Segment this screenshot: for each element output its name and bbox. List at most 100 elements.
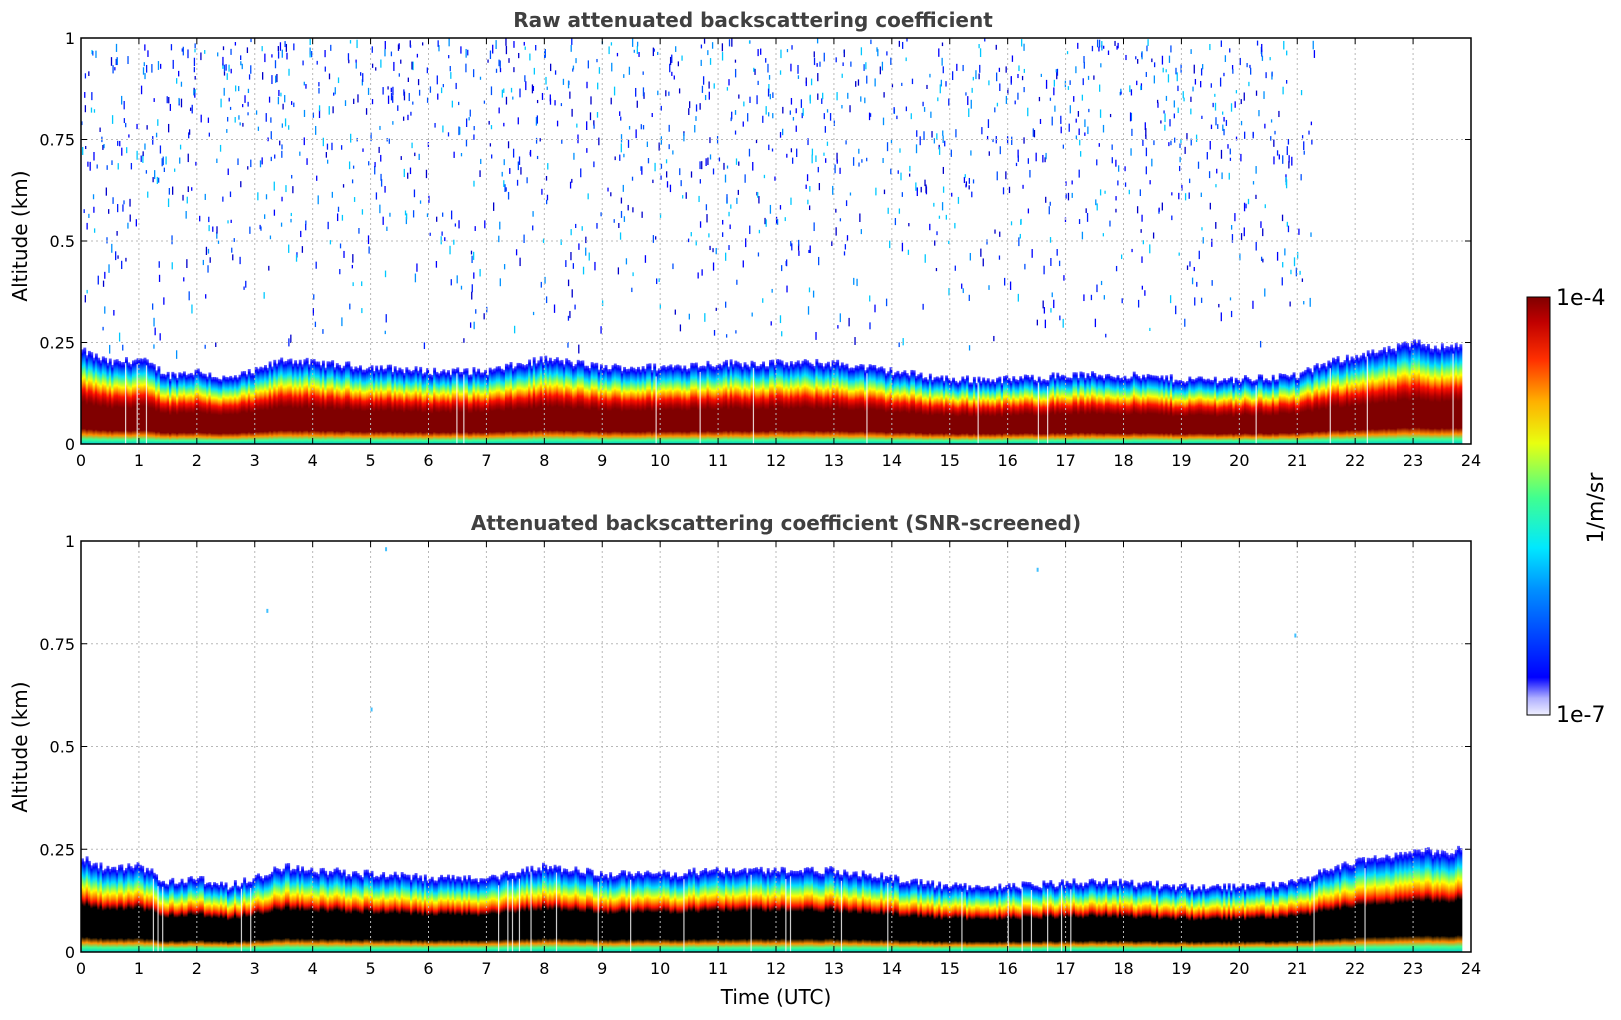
- x-tick-label: 23: [1403, 959, 1423, 978]
- noise-speckle: [866, 157, 868, 162]
- noise-speckle: [655, 236, 657, 240]
- colorbar-unit-label: 1/m/sr: [1584, 472, 1609, 544]
- noise-speckle: [1234, 101, 1236, 108]
- layer-column: [113, 866, 117, 952]
- noise-speckle: [816, 63, 818, 67]
- noise-speckle: [507, 191, 510, 200]
- layer-column: [1030, 374, 1034, 444]
- noise-speckle: [108, 209, 110, 214]
- noise-speckle: [281, 49, 283, 58]
- noise-speckle: [596, 223, 598, 229]
- layer-column: [919, 879, 923, 952]
- noise-speckle: [545, 175, 548, 181]
- y-tick-label: 0.75: [39, 635, 75, 654]
- noise-speckle: [416, 53, 419, 58]
- layer-column: [240, 882, 244, 952]
- x-tick-label: 9: [597, 451, 607, 470]
- layer-column: [138, 358, 142, 444]
- noise-speckle: [208, 132, 210, 137]
- noise-speckle: [795, 125, 797, 132]
- noise-speckle: [1223, 72, 1225, 77]
- noise-speckle: [968, 177, 971, 184]
- noise-speckle: [437, 40, 439, 47]
- noise-speckle: [821, 98, 823, 104]
- noise-speckle: [879, 66, 881, 75]
- noise-speckle: [1312, 40, 1314, 50]
- y-tick-label: 0: [65, 943, 75, 962]
- layer-column: [838, 874, 842, 952]
- layer-column: [194, 369, 198, 444]
- noise-speckle: [807, 138, 809, 146]
- noise-speckle: [172, 186, 174, 195]
- noise-speckle: [1227, 144, 1229, 149]
- layer-column: [275, 868, 279, 952]
- layer-column: [699, 365, 703, 444]
- layer-column: [1417, 339, 1421, 444]
- noise-speckle: [1111, 144, 1113, 150]
- layer-column: [340, 367, 344, 444]
- layer-column: [595, 875, 599, 952]
- noise-speckle: [885, 298, 888, 307]
- noise-speckle: [1153, 62, 1156, 68]
- noise-speckle: [492, 202, 495, 211]
- noise-speckle: [144, 143, 146, 150]
- layer-column: [718, 363, 721, 444]
- noise-speckle: [1244, 131, 1246, 139]
- layer-column: [741, 869, 745, 952]
- layer-column: [1216, 383, 1220, 444]
- noise-speckle: [336, 213, 339, 222]
- noise-speckle: [1178, 192, 1180, 200]
- noise-speckle: [268, 96, 271, 103]
- noise-speckle: [316, 175, 318, 181]
- noise-speckle: [1137, 299, 1140, 308]
- noise-speckle: [811, 148, 814, 156]
- noise-speckle: [907, 249, 910, 255]
- noise-speckle: [86, 222, 88, 230]
- noise-speckle: [1117, 180, 1119, 186]
- noise-speckle: [887, 207, 889, 214]
- noise-speckle: [701, 85, 704, 93]
- layer-column: [528, 359, 532, 444]
- noise-speckle: [941, 202, 944, 211]
- noise-speckle: [779, 132, 782, 138]
- layer-column: [1401, 342, 1405, 444]
- layer-column: [472, 367, 476, 444]
- layer-column: [412, 874, 416, 952]
- noise-speckle: [146, 125, 148, 130]
- layer-column: [474, 878, 478, 952]
- layer-column: [1394, 852, 1398, 952]
- noise-speckle: [1263, 91, 1265, 99]
- noise-speckle: [1240, 233, 1243, 240]
- layer-column: [1142, 374, 1145, 444]
- noise-speckle: [1002, 187, 1005, 195]
- layer-column: [1387, 345, 1391, 444]
- noise-speckle: [523, 234, 525, 243]
- layer-column: [671, 367, 675, 444]
- noise-speckle: [1181, 184, 1183, 191]
- noise-speckle: [1085, 208, 1087, 213]
- x-ticks-raw: 0 1 2 3 4 5 6 7 8 9 10 11 12 13 14 15 16 17 18 19 20 21 22 23 24: [76, 38, 1481, 470]
- layer-column: [1332, 357, 1335, 444]
- noise-speckle: [911, 78, 914, 85]
- layer-column: [750, 868, 754, 952]
- noise-speckle: [1091, 45, 1094, 52]
- layer-column: [1318, 869, 1322, 952]
- layer-column: [1114, 377, 1118, 444]
- layer-column: [759, 866, 763, 952]
- noise-speckle: [1169, 119, 1171, 127]
- noise-speckle: [874, 304, 876, 313]
- layer-column: [1373, 352, 1377, 444]
- noise-speckle: [1147, 39, 1149, 46]
- noise-speckle: [257, 192, 259, 201]
- noise-speckle: [1283, 40, 1285, 50]
- layer-column: [1209, 886, 1213, 952]
- layer-column: [620, 870, 624, 952]
- noise-speckle: [823, 52, 825, 62]
- layer-column: [1216, 883, 1220, 952]
- noise-speckle: [300, 230, 302, 238]
- layer-column: [131, 360, 135, 444]
- layer-column: [1246, 377, 1250, 444]
- layer-column: [1072, 372, 1076, 444]
- layer-column: [970, 382, 974, 444]
- layer-column: [822, 366, 826, 444]
